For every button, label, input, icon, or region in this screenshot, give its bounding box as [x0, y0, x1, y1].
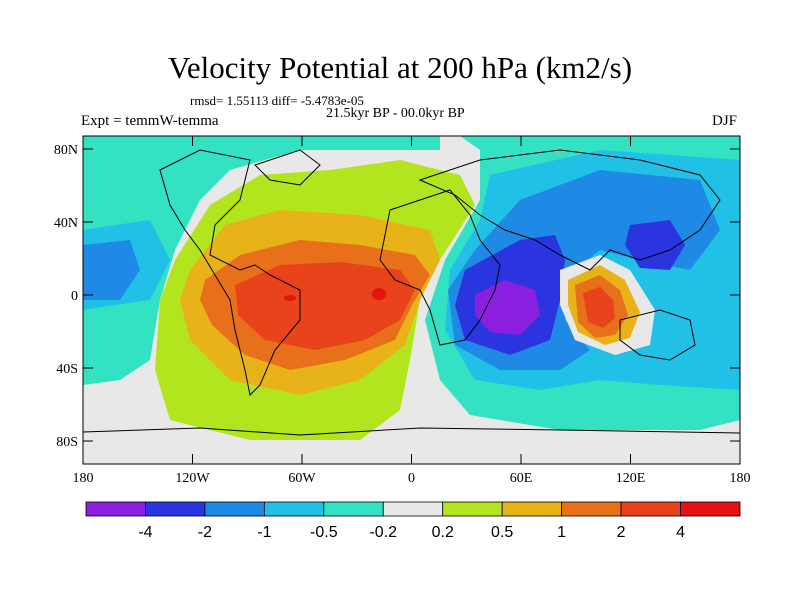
- lon-label: 60E: [510, 471, 533, 486]
- band-cyan-west: [83, 136, 440, 385]
- period-label: 21.5kyr BP - 00.0kyr BP: [326, 106, 465, 121]
- colorbar-swatch: [382, 501, 444, 517]
- colorbar-label: 0.2: [432, 524, 454, 541]
- colorbar-label: -4: [138, 524, 152, 541]
- plot-title: Velocity Potential at 200 hPa (km2/s): [167, 50, 633, 85]
- contour-field: [83, 136, 740, 464]
- colorbar-label: -0.2: [369, 524, 397, 541]
- colorbar-label: -0.5: [310, 524, 338, 541]
- colorbar-swatch: [85, 501, 146, 517]
- lat-label: 40S: [56, 362, 78, 377]
- australia-coast: [619, 309, 696, 361]
- band-max-atlantic: [372, 288, 386, 300]
- colorbar-swatch: [145, 501, 206, 517]
- colorbar-label: 4: [676, 524, 685, 541]
- americas-coast: [159, 149, 301, 397]
- season-label: DJF: [712, 113, 738, 129]
- band-blue-pacific: [83, 240, 140, 300]
- lon-ticks: [82, 136, 741, 464]
- band-max-amazon: [284, 295, 296, 301]
- antarctica-coast: [83, 427, 740, 436]
- band-red-atlantic: [235, 262, 415, 350]
- colorbar-label: 1: [557, 524, 566, 541]
- colorbar: -4 -2 -1 -0.5 -0.2 0.2 0.5 1 2 4: [85, 501, 741, 541]
- lon-label: 0: [408, 471, 415, 486]
- experiment-label: Expt = temmW-temma: [81, 113, 219, 129]
- coastlines: [83, 149, 740, 436]
- colorbar-swatch: [620, 501, 681, 517]
- lon-label: 180: [730, 471, 751, 486]
- lon-labels: 180 120W 60W 0 60E 120E 180: [73, 471, 751, 486]
- lat-label: 80N: [54, 143, 78, 158]
- colorbar-label: -1: [257, 524, 271, 541]
- lon-label: 60W: [288, 471, 316, 486]
- colorbar-label: 2: [617, 524, 626, 541]
- colorbar-swatch: [263, 501, 325, 517]
- band-darkblue-westpacific: [625, 220, 685, 270]
- lon-label: 120E: [616, 471, 646, 486]
- eurasia-coast: [418, 149, 721, 271]
- colorbar-swatch: [323, 501, 384, 517]
- lon-label: 180: [73, 471, 94, 486]
- lat-label: 0: [71, 289, 78, 304]
- colorbar-swatch: [561, 501, 622, 517]
- africa-coast: [379, 189, 501, 346]
- colorbar-label: -2: [198, 524, 212, 541]
- lat-labels: 80N 40N 0 40S 80S: [54, 143, 78, 450]
- colorbar-swatch: [204, 501, 265, 517]
- colorbar-swatch: [680, 501, 741, 517]
- band-red-maritime: [583, 287, 615, 328]
- band-purple-min: [475, 280, 540, 335]
- lon-label: 120W: [175, 471, 210, 486]
- colorbar-swatch: [442, 501, 503, 517]
- greenland-coast: [254, 149, 321, 186]
- colorbar-label: 0.5: [491, 524, 513, 541]
- lat-label: 80S: [56, 435, 78, 450]
- lat-ticks: [83, 148, 740, 442]
- lat-label: 40N: [54, 216, 78, 231]
- colorbar-swatch: [501, 501, 563, 517]
- rmsd-diff-stats: rmsd= 1.55113 diff= -5.4783e-05: [190, 93, 364, 108]
